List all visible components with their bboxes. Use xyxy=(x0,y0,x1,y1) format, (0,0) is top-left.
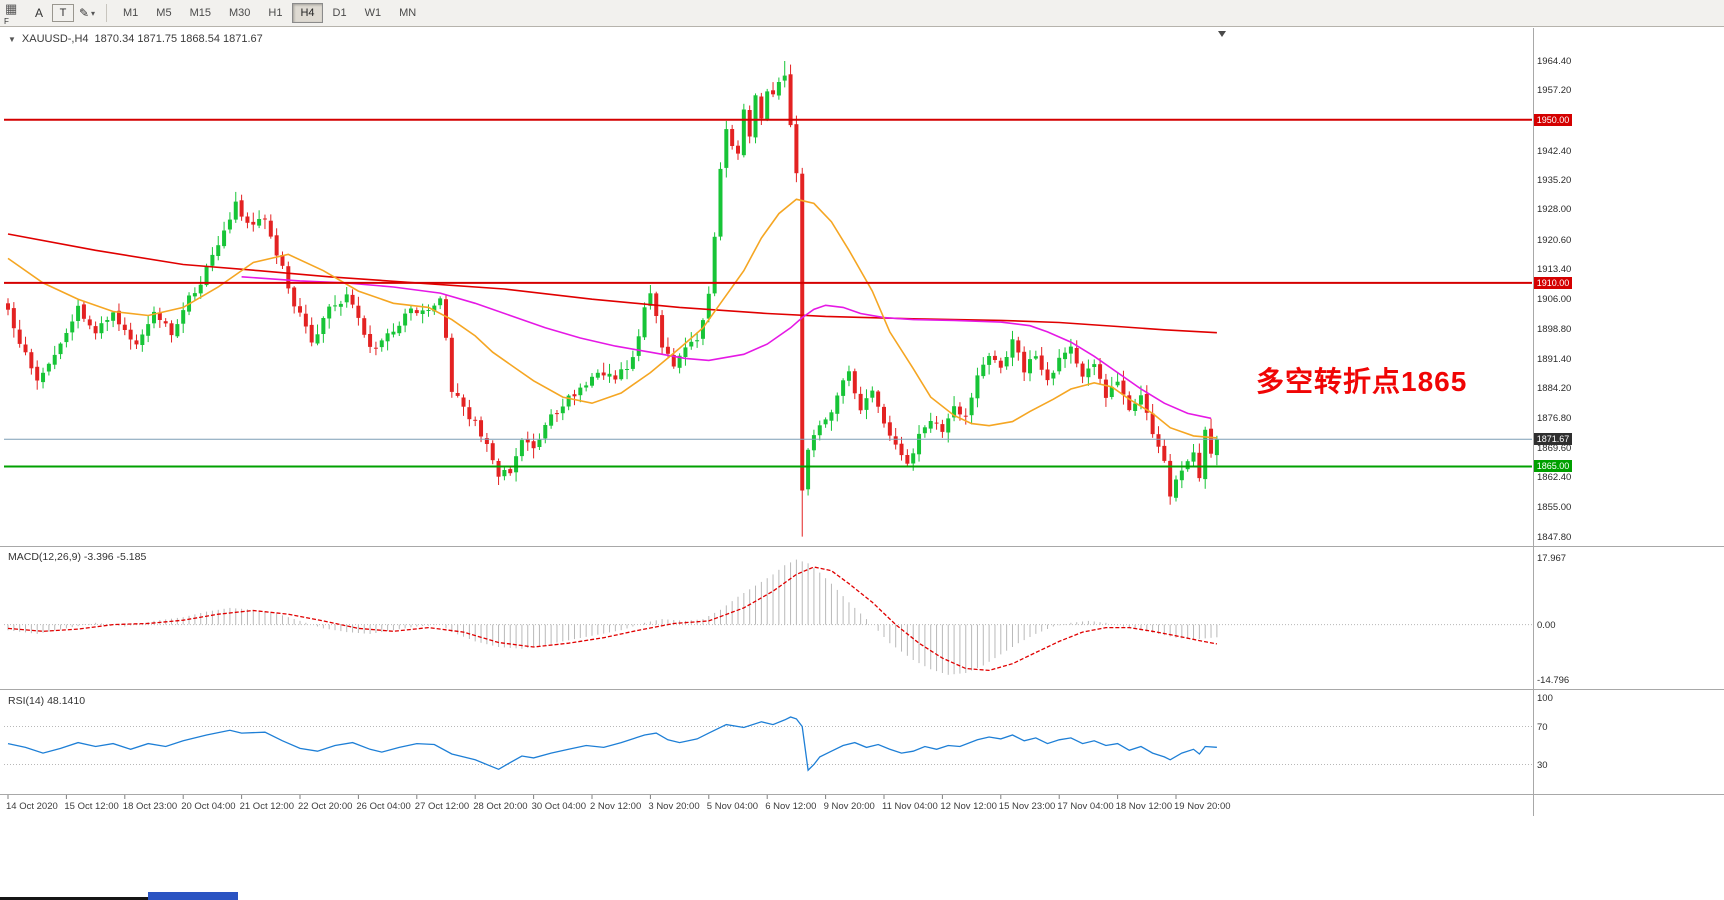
pane-separator-main-macd[interactable] xyxy=(0,545,1724,549)
toolbar-separator xyxy=(106,4,107,22)
macd-indicator-label: MACD(12,26,9) -3.396 -5.185 xyxy=(8,551,147,563)
main-toolbar: ▦ F A T ✎ ▾ M1 M5 M15 M30 H1 H4 D1 W1 MN xyxy=(0,0,1724,27)
indicator-level-lines xyxy=(4,624,1532,765)
end-of-chart-marker[interactable] xyxy=(1218,31,1226,37)
timeframe-m30-button[interactable]: M30 xyxy=(221,3,258,23)
chart-annotation-text[interactable]: 多空转折点1865 xyxy=(1256,366,1468,397)
macd-histogram xyxy=(7,559,1218,675)
macd-signal-line xyxy=(7,566,1218,672)
time-tick-marks xyxy=(7,795,1177,799)
collapse-icon[interactable]: ▼ xyxy=(8,34,16,44)
cursor-tool-button[interactable]: A xyxy=(28,3,50,23)
draw-tools-button[interactable]: ✎ ▾ xyxy=(76,3,98,23)
horizontal-level-lines[interactable] xyxy=(4,118,1532,468)
timeframe-h1-button[interactable]: H1 xyxy=(260,3,290,23)
timeframe-h4-button-active[interactable]: H4 xyxy=(292,3,323,23)
taskbar-fragment-blue xyxy=(148,892,238,900)
ma-magenta-line xyxy=(241,276,1212,420)
f-key-hint: F xyxy=(4,17,9,26)
taskbar-fragment-dark xyxy=(0,897,150,900)
pane-divider-lines xyxy=(0,28,1724,816)
chart-header: ▼ XAUUSD-,H4 1870.34 1871.75 1868.54 187… xyxy=(8,33,263,45)
rsi-line xyxy=(7,716,1217,772)
timeframe-d1-button[interactable]: D1 xyxy=(325,3,355,23)
grid-icon: ▦ xyxy=(5,1,18,16)
ma-red-line xyxy=(7,233,1217,334)
text-tool-button[interactable]: T xyxy=(52,4,74,22)
pencil-icon: ✎ xyxy=(78,6,90,20)
symbol-title: XAUUSD-,H4 xyxy=(21,33,89,45)
pane-separator-macd-rsi[interactable] xyxy=(0,688,1724,692)
pane-separator-rsi-time[interactable] xyxy=(0,793,1724,797)
chart-grid-button[interactable]: ▦ F xyxy=(4,1,26,27)
moving-averages-layer xyxy=(7,198,1217,439)
timeframe-m1-button[interactable]: M1 xyxy=(115,3,146,23)
timeframe-m15-button[interactable]: M15 xyxy=(182,3,219,23)
chevron-down-icon: ▾ xyxy=(91,8,96,18)
timeframe-mn-button[interactable]: MN xyxy=(391,3,424,23)
candles-layer xyxy=(6,61,1219,537)
timeframe-m5-button[interactable]: M5 xyxy=(148,3,179,23)
ma-orange-line xyxy=(7,198,1217,439)
timeframe-w1-button[interactable]: W1 xyxy=(357,3,390,23)
rsi-indicator-label: RSI(14) 48.1410 xyxy=(8,695,86,707)
ohlc-values: 1870.34 1871.75 1868.54 1871.67 xyxy=(94,33,263,45)
